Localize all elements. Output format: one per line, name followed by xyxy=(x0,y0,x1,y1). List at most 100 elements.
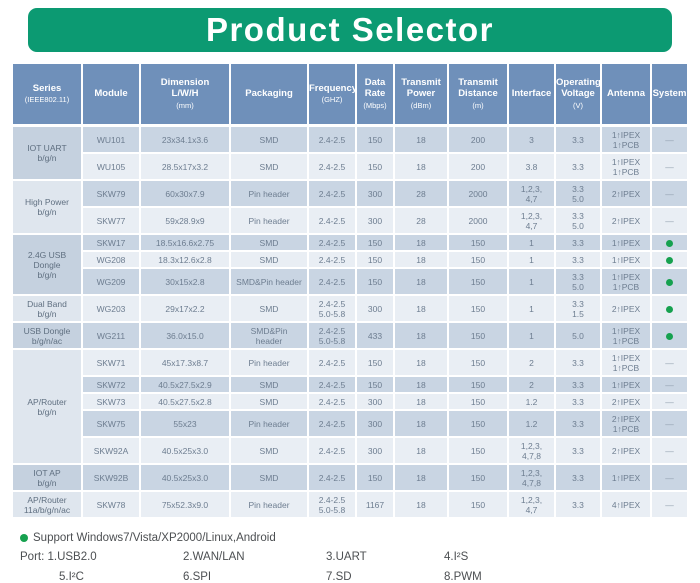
tx-distance-cell: 150 xyxy=(447,294,509,324)
table-row: IOT AP b/g/n SKW92B 40.5x25x3.0 SMD 2.4-2.5 1… xyxy=(11,463,689,493)
antenna-cell: 2↑IPEX xyxy=(600,206,652,236)
dimension-cell: 55x23 xyxy=(139,409,231,439)
voltage-cell: 3.3 xyxy=(554,392,602,412)
interface-cell: 1.2 xyxy=(507,409,556,439)
frequency-cell: 2.4-2.5 xyxy=(307,179,357,209)
table-row: IOT UART b/g/n WU101 23x34.1x3.6 SMD 2.4-2.5… xyxy=(11,124,689,182)
voltage-cell: 3.3 xyxy=(554,124,602,155)
voltage-cell: 3.3 1.5 xyxy=(554,294,602,324)
system-cell xyxy=(650,294,689,324)
module-cell: SKW92B xyxy=(81,463,141,493)
system-cell: — xyxy=(650,179,689,209)
antenna-cell: 2↑IPEX xyxy=(600,179,652,209)
port-item: 2.WAN/LAN xyxy=(183,551,245,564)
header-row: Series (IEEE802.11) Module Dimension L/W/H(… xyxy=(11,62,689,127)
antenna-cell: 1↑IPEX 1↑PCB xyxy=(600,321,652,351)
frequency-cell: 2.4-2.5 xyxy=(307,375,357,395)
tx-power-cell: 18 xyxy=(393,152,449,182)
dimension-cell: 23x34.1x3.6 xyxy=(139,124,231,155)
column-header: System xyxy=(650,62,689,127)
packaging-cell: SMD xyxy=(229,233,309,253)
column-header: Frequency (GHZ) xyxy=(307,62,357,127)
dimension-cell: 59x28.9x9 xyxy=(139,206,231,236)
interface-cell: 1,2,3, 4,7 xyxy=(507,206,556,236)
module-cell: WG211 xyxy=(81,321,141,351)
interface-cell: 1 xyxy=(507,250,556,270)
system-cell: — xyxy=(650,375,689,395)
system-cell: — xyxy=(650,463,689,493)
series-cell: AP/Router 11a/b/g/n/ac xyxy=(11,490,83,520)
system-cell: — xyxy=(650,392,689,412)
table-row: Dual Band b/g/n WG203 29x17x2.2 SMD 2.4-2.5 … xyxy=(11,294,689,324)
tx-distance-cell: 150 xyxy=(447,375,509,395)
series-cell: High Power b/g/n xyxy=(11,179,83,236)
interface-cell: 1.2 xyxy=(507,392,556,412)
column-header: Antenna xyxy=(600,62,652,127)
tx-power-cell: 18 xyxy=(393,409,449,439)
interface-cell: 1 xyxy=(507,233,556,253)
voltage-cell: 3.3 5.0 xyxy=(554,206,602,236)
tx-distance-cell: 150 xyxy=(447,436,509,466)
antenna-cell: 1↑IPEX xyxy=(600,250,652,270)
antenna-cell: 2↑IPEX 1↑PCB xyxy=(600,409,652,439)
module-cell: SKW73 xyxy=(81,392,141,412)
packaging-cell: SMD xyxy=(229,250,309,270)
tx-power-cell: 18 xyxy=(393,392,449,412)
packaging-cell: SMD xyxy=(229,436,309,466)
support-text: Support Windows7/Vista/XP2000/Linux,Andr… xyxy=(33,532,276,545)
data-rate-cell: 150 xyxy=(355,375,395,395)
footer: Support Windows7/Vista/XP2000/Linux,Andr… xyxy=(20,532,700,583)
system-cell xyxy=(650,233,689,253)
voltage-cell: 3.3 xyxy=(554,233,602,253)
packaging-cell: SMD xyxy=(229,124,309,155)
table-row: High Power b/g/n SKW79 60x30x7.9 Pin header… xyxy=(11,179,689,236)
voltage-cell: 3.3 xyxy=(554,152,602,182)
tx-distance-cell: 150 xyxy=(447,250,509,270)
table-row: 2.4G USB Dongle b/g/n SKW17 18.5x16.6x2.75… xyxy=(11,233,689,297)
tx-distance-cell: 150 xyxy=(447,321,509,351)
frequency-cell: 2.4-2.5 xyxy=(307,267,357,297)
title-banner: Product Selector xyxy=(28,8,672,52)
module-cell: WU101 xyxy=(81,124,141,155)
system-cell: — xyxy=(650,409,689,439)
frequency-cell: 2.4-2.5 xyxy=(307,348,357,378)
table-row: SKW75 55x23 Pin header 2.4-2.5 300 18 150 1.2 3.… xyxy=(12,409,689,439)
dimension-cell: 40.5x27.5x2.9 xyxy=(139,375,231,395)
system-cell: — xyxy=(650,152,689,182)
dimension-cell: 40.5x27.5x2.8 xyxy=(139,392,231,412)
tx-distance-cell: 150 xyxy=(447,490,509,520)
series-cell: IOT UART b/g/n xyxy=(11,124,83,182)
tx-distance-cell: 2000 xyxy=(447,206,509,236)
dimension-cell: 28.5x17x3.2 xyxy=(139,152,231,182)
column-header: Data Rate (Mbps) xyxy=(355,62,395,127)
frequency-cell: 2.4-2.5 5.0-5.8 xyxy=(307,294,357,324)
interface-cell: 1 xyxy=(507,294,556,324)
dimension-cell: 18.3x12.6x2.8 xyxy=(139,250,231,270)
packaging-cell: Pin header xyxy=(229,179,309,209)
packaging-cell: SMD xyxy=(229,375,309,395)
voltage-cell: 3.3 xyxy=(554,250,602,270)
port-item: 7.SD xyxy=(326,571,352,583)
packaging-cell: Pin header xyxy=(229,490,309,520)
series-cell: IOT AP b/g/n xyxy=(11,463,83,493)
system-cell: — xyxy=(650,436,689,466)
column-header: Series (IEEE802.11) xyxy=(11,62,83,127)
frequency-cell: 2.4-2.5 xyxy=(307,436,357,466)
data-rate-cell: 150 xyxy=(355,348,395,378)
frequency-cell: 2.4-2.5 xyxy=(307,124,357,155)
voltage-cell: 3.3 xyxy=(554,348,602,378)
column-header: Interface xyxy=(507,62,556,127)
packaging-cell: SMD xyxy=(229,392,309,412)
interface-cell: 1,2,3, 4,7 xyxy=(507,490,556,520)
tx-power-cell: 18 xyxy=(393,124,449,155)
packaging-cell: SMD&Pin header xyxy=(229,321,309,351)
system-cell: — xyxy=(650,348,689,378)
interface-cell: 1 xyxy=(507,321,556,351)
data-rate-cell: 150 xyxy=(355,267,395,297)
support-note: Support Windows7/Vista/XP2000/Linux,Andr… xyxy=(20,532,700,544)
voltage-cell: 3.3 xyxy=(554,463,602,493)
frequency-cell: 2.4-2.5 xyxy=(307,152,357,182)
antenna-cell: 1↑IPEX 1↑PCB xyxy=(600,152,652,182)
product-selector-table: Series (IEEE802.11) Module Dimension L/W/H(… xyxy=(11,62,689,520)
data-rate-cell: 300 xyxy=(355,392,395,412)
